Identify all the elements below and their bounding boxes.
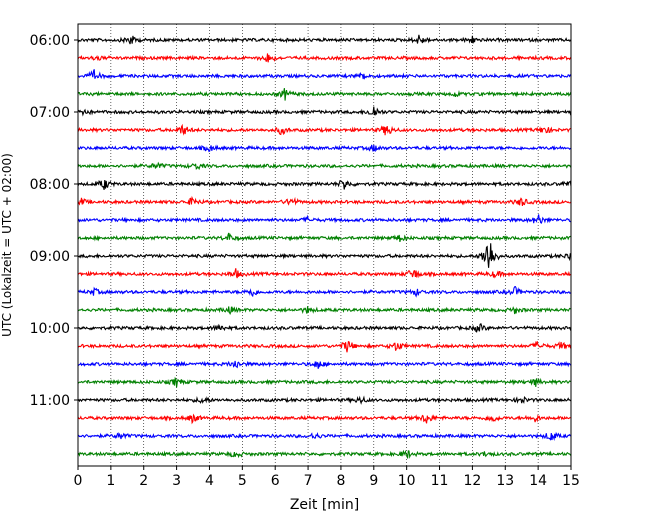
trace-1130 bbox=[77, 431, 572, 441]
trace-0945 bbox=[77, 306, 572, 316]
trace-0715 bbox=[77, 123, 572, 136]
y-tick-label: 11:00 bbox=[30, 393, 70, 409]
x-tick-label: 0 bbox=[74, 473, 83, 489]
trace-0900 bbox=[77, 243, 572, 268]
y-axis-ticks: 06:00 07:00 08:00 09:00 10:00 11:00 bbox=[30, 33, 78, 409]
y-tick-label: 07:00 bbox=[30, 105, 70, 121]
trace-0700 bbox=[77, 106, 572, 117]
trace-0930 bbox=[77, 285, 572, 298]
x-tick-label: 9 bbox=[369, 473, 378, 489]
trace-0915 bbox=[77, 268, 572, 279]
trace-0630 bbox=[77, 69, 572, 80]
x-axis-label: Zeit [min] bbox=[290, 497, 359, 513]
x-tick-label: 10 bbox=[398, 473, 416, 489]
x-tick-label: 3 bbox=[172, 473, 181, 489]
x-tick-label: 6 bbox=[271, 473, 280, 489]
trace-0730 bbox=[77, 144, 572, 153]
x-tick-label: 8 bbox=[336, 473, 345, 489]
x-tick-label: 12 bbox=[463, 473, 481, 489]
y-tick-label: 10:00 bbox=[30, 321, 70, 337]
trace-0600 bbox=[77, 34, 572, 45]
x-tick-label: 2 bbox=[139, 473, 148, 489]
plot-frame bbox=[77, 23, 572, 467]
trace-0745 bbox=[77, 161, 572, 171]
y-tick-label: 06:00 bbox=[30, 33, 70, 49]
x-tick-label: 5 bbox=[238, 473, 247, 489]
trace-1115 bbox=[77, 413, 572, 425]
trace-0830 bbox=[77, 214, 572, 224]
x-axis-ticks: 0 1 2 3 4 5 6 7 8 9 10 11 12 13 14 15 bbox=[74, 466, 580, 489]
x-tick-label: 14 bbox=[529, 473, 547, 489]
trace-1000 bbox=[77, 322, 572, 333]
trace-1100 bbox=[77, 395, 572, 405]
x-tick-label: 13 bbox=[496, 473, 514, 489]
x-tick-label: 15 bbox=[562, 473, 580, 489]
y-tick-label: 09:00 bbox=[30, 249, 70, 265]
x-tick-label: 4 bbox=[205, 473, 214, 489]
trace-1045 bbox=[77, 376, 572, 388]
trace-1015 bbox=[77, 340, 572, 353]
trace-0845 bbox=[77, 232, 572, 243]
x-tick-label: 1 bbox=[106, 473, 115, 489]
trace-0615 bbox=[77, 53, 572, 63]
y-axis-label: UTC (Lokalzeit = UTC + 02:00) bbox=[0, 153, 14, 337]
trace-1030 bbox=[77, 360, 572, 369]
trace-0815 bbox=[77, 195, 572, 206]
traces bbox=[77, 34, 572, 459]
y-tick-label: 08:00 bbox=[30, 177, 70, 193]
trace-1145 bbox=[77, 449, 572, 459]
trace-0800 bbox=[77, 179, 572, 190]
trace-0645 bbox=[77, 88, 572, 101]
x-tick-label: 7 bbox=[304, 473, 313, 489]
x-tick-label: 11 bbox=[431, 473, 449, 489]
